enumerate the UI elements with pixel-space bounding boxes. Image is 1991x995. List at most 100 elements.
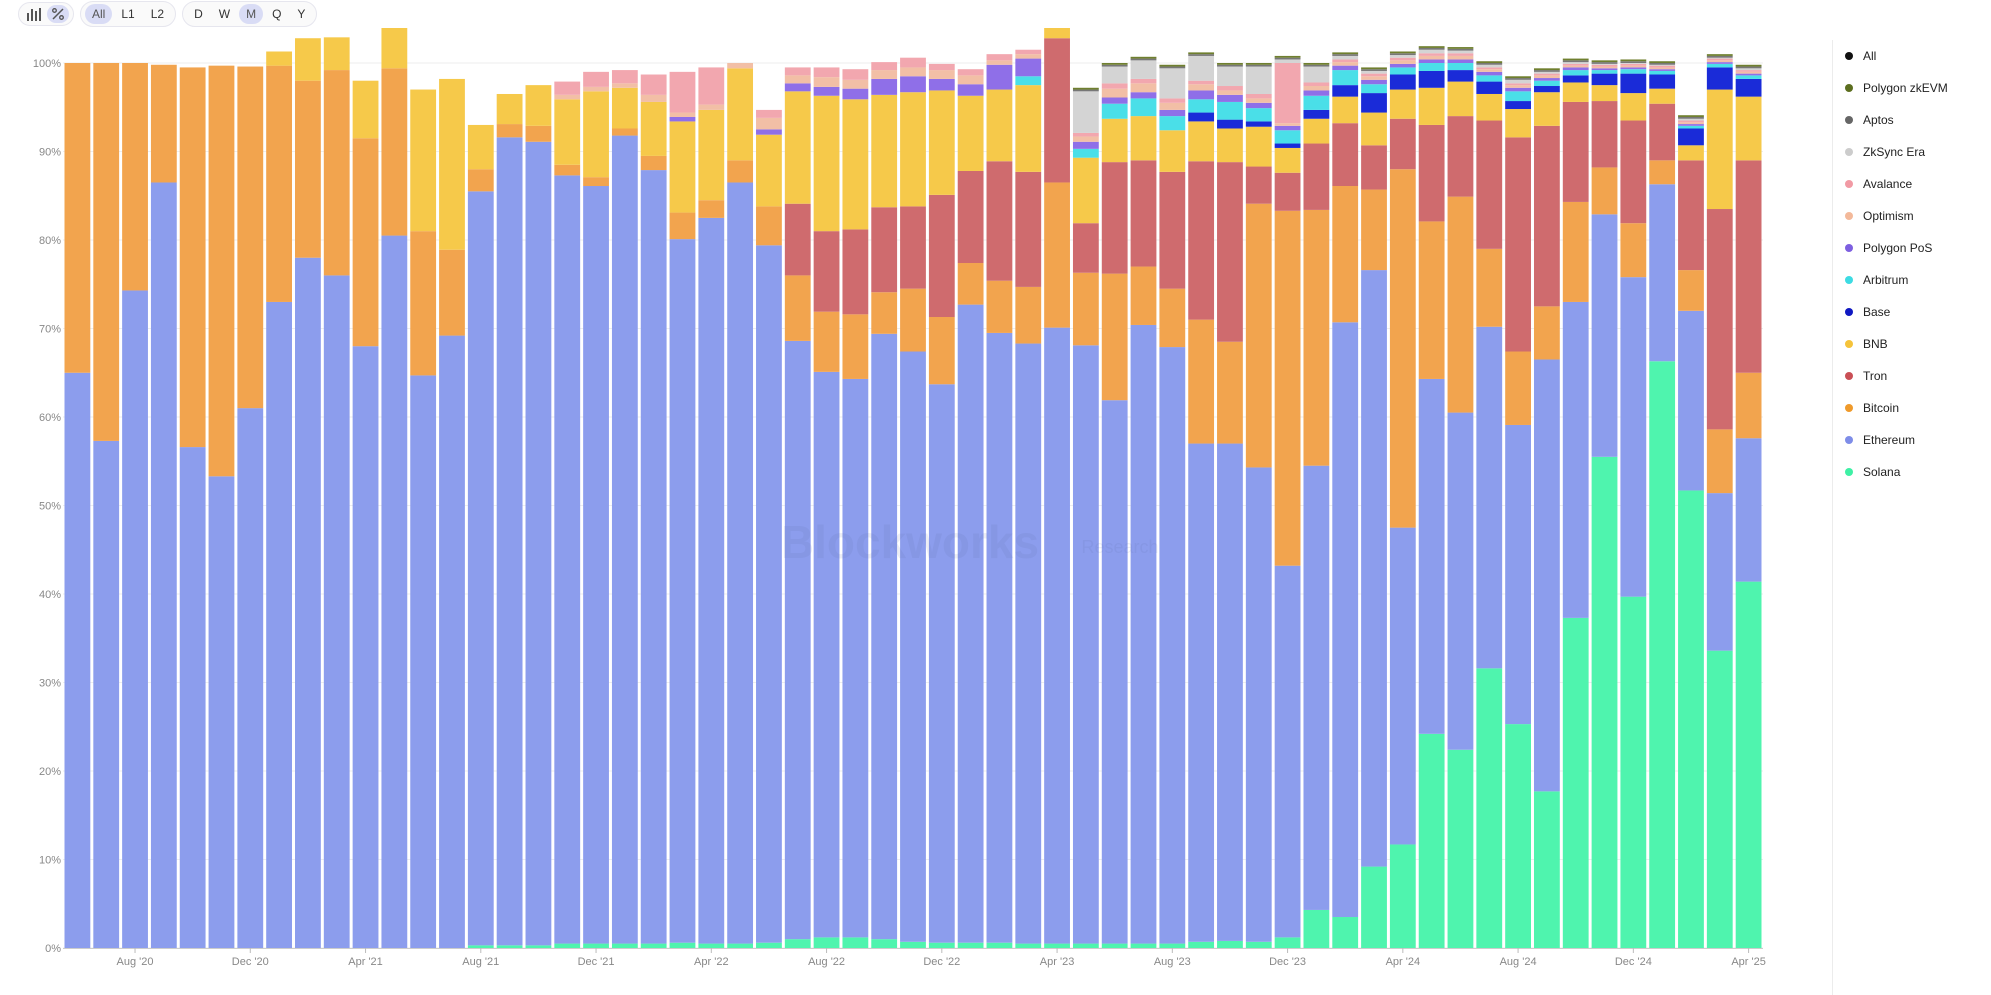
legend-item-polygon-pos[interactable]: Polygon PoS [1845,232,1991,264]
bar-segment-polygon-zkevm[interactable] [1332,52,1359,55]
scope-all-button[interactable]: All [85,4,113,24]
bar-segment-ethereum[interactable] [1706,493,1733,651]
bar-segment-ethereum[interactable] [1303,465,1330,910]
bar-segment-aptos[interactable] [1188,54,1215,56]
bar-segment-avalance[interactable] [1015,49,1042,55]
bar-segment-aptos[interactable] [1533,70,1560,72]
bar-segment-solana[interactable] [611,943,638,948]
bar-segment-ethereum[interactable] [1533,359,1560,792]
bar-segment-solana[interactable] [1130,943,1157,948]
bar-segment-optimism[interactable] [1274,123,1301,126]
bar-segment-optimism[interactable] [640,94,667,102]
bar-segment-base[interactable] [1649,74,1676,89]
bar-segment-polygon-zkevm[interactable] [1274,55,1301,58]
bar-segment-avalance[interactable] [1505,83,1531,86]
bar-segment-base[interactable] [1389,74,1416,90]
bar-segment-bitcoin[interactable] [179,67,206,448]
bar-segment-bnb[interactable] [640,101,667,156]
bar-segment-bitcoin[interactable] [1389,169,1416,528]
bar-segment-bitcoin[interactable] [381,68,408,236]
bar-segment-base[interactable] [1591,73,1618,86]
bar-segment-avalance[interactable] [1245,93,1272,99]
bar-segment-arbitrum[interactable] [1015,76,1042,86]
bar-segment-arbitrum[interactable] [1620,69,1647,74]
bar-segment-ethereum[interactable] [1015,343,1042,944]
bar-segment-aptos[interactable] [1562,60,1589,63]
bar-segment-optimism[interactable] [756,117,782,130]
bar-segment-bnb[interactable] [756,134,782,207]
bar-segment-optimism[interactable] [1735,71,1762,74]
bar-segment-bitcoin[interactable] [784,275,811,341]
bar-segment-base[interactable] [1361,93,1387,113]
bar-segment-bitcoin[interactable] [266,65,292,302]
bar-segment-bnb[interactable] [1706,89,1733,210]
bar-segment-aptos[interactable] [1389,53,1416,56]
bar-segment-solana[interactable] [1303,909,1330,948]
bar-segment-bitcoin[interactable] [208,65,235,477]
bar-segment-ethereum[interactable] [1101,400,1128,944]
bar-segment-tron[interactable] [1562,101,1589,202]
bar-segment-bitcoin[interactable] [1418,221,1445,379]
bar-segment-solana[interactable] [1533,791,1560,948]
bar-segment-bitcoin[interactable] [323,70,350,276]
bar-segment-ethereum[interactable] [1332,322,1359,918]
bar-segment-solana[interactable] [640,943,667,948]
bar-segment-zksync-era[interactable] [1130,60,1157,79]
bar-segment-ethereum[interactable] [467,191,494,946]
bar-segment-ethereum[interactable] [179,447,206,948]
bar-segment-aptos[interactable] [1274,57,1301,60]
bar-segment-avalance[interactable] [1303,82,1330,87]
bar-segment-arbitrum[interactable] [1562,70,1589,76]
bar-segment-zksync-era[interactable] [1245,66,1272,94]
bar-segment-tron[interactable] [1706,209,1733,430]
bar-segment-ethereum[interactable] [583,186,609,944]
bar-segment-tron[interactable] [986,161,1013,281]
bar-segment-zksync-era[interactable] [1159,68,1186,99]
bar-segment-bitcoin[interactable] [900,288,926,352]
bar-segment-bnb[interactable] [727,68,754,161]
bar-segment-polygon-pos[interactable] [1476,71,1503,76]
bar-segment-ethereum[interactable] [1130,324,1157,944]
bar-segment-bitcoin[interactable] [1361,189,1387,271]
bar-segment-avalance[interactable] [1562,63,1589,66]
bar-segment-optimism[interactable] [957,75,984,85]
bar-segment-bitcoin[interactable] [1533,306,1560,360]
bar-segment-solana[interactable] [467,945,494,948]
bar-segment-polygon-pos[interactable] [1015,58,1042,77]
bar-segment-bnb[interactable] [1447,81,1474,117]
bar-segment-optimism[interactable] [1159,102,1186,110]
bar-segment-avalance[interactable] [1447,53,1474,56]
bar-segment-polygon-pos[interactable] [900,76,926,93]
bar-segment-arbitrum[interactable] [1533,80,1560,87]
bar-segment-polygon-pos[interactable] [784,83,811,92]
bar-segment-polygon-zkevm[interactable] [1418,46,1445,48]
bar-segment-avalance[interactable] [1620,63,1647,66]
bar-segment-polygon-pos[interactable] [1533,78,1560,81]
bar-segment-bnb[interactable] [1015,85,1042,172]
bar-segment-tron[interactable] [1332,123,1359,187]
bar-segment-solana[interactable] [1620,596,1647,948]
bar-segment-solana[interactable] [727,943,754,948]
bar-segment-arbitrum[interactable] [1476,75,1503,82]
bar-segment-ethereum[interactable] [1562,301,1589,618]
bar-segment-solana[interactable] [1476,668,1503,948]
bar-segment-optimism[interactable] [1188,84,1215,91]
bar-segment-bitcoin[interactable] [1332,186,1359,323]
bar-segment-bnb[interactable] [1101,118,1128,163]
bar-segment-bitcoin[interactable] [1447,196,1474,413]
bar-segment-avalance[interactable] [1217,86,1243,91]
bar-segment-solana[interactable] [1245,941,1272,948]
bar-segment-solana[interactable] [496,945,523,948]
bar-segment-solana[interactable] [986,942,1013,948]
bar-segment-bitcoin[interactable] [583,177,609,187]
bar-segment-optimism[interactable] [1072,136,1099,142]
bar-segment-polygon-pos[interactable] [1591,68,1618,71]
bar-segment-ethereum[interactable] [525,141,552,946]
legend-item-base[interactable]: Base [1845,296,1991,328]
bar-segment-avalance[interactable] [640,74,667,95]
bar-segment-tron[interactable] [1159,171,1186,289]
bar-segment-bnb[interactable] [1072,157,1099,224]
bar-segment-avalance[interactable] [784,67,811,76]
bar-segment-ethereum[interactable] [1389,527,1416,845]
bar-segment-aptos[interactable] [1159,66,1186,69]
